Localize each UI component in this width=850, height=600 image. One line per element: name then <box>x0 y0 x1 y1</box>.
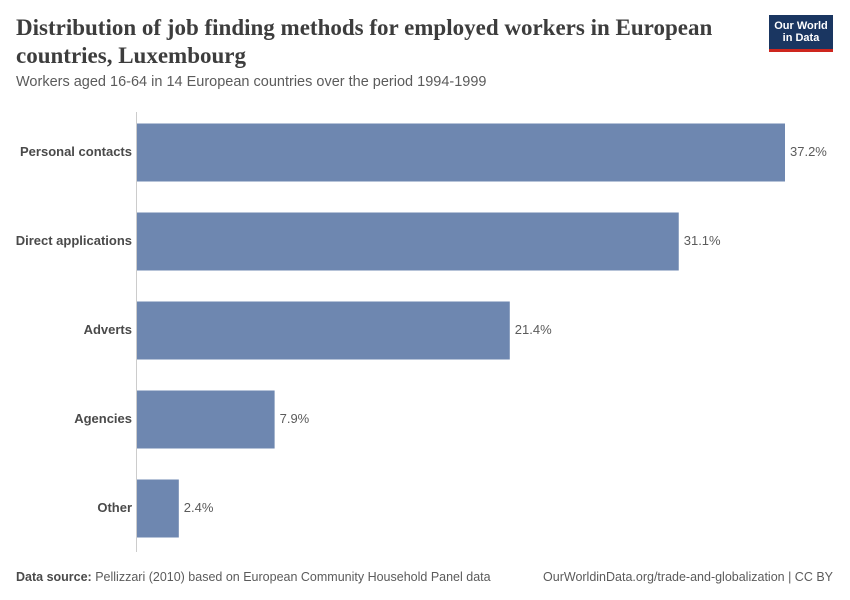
logo[interactable]: Our World in Data <box>769 15 833 52</box>
value-label: 2.4% <box>184 500 214 515</box>
chart-title: Distribution of job finding methods for … <box>16 15 713 68</box>
y-tick-label: Personal contacts <box>20 144 132 159</box>
bar <box>137 301 510 360</box>
source-text: Pellizzari (2010) based on European Comm… <box>95 570 491 584</box>
value-label: 7.9% <box>280 411 310 426</box>
value-label: 37.2% <box>790 144 827 159</box>
y-tick-label: Agencies <box>74 411 132 426</box>
footer-url[interactable]: OurWorldinData.org/trade-and-globalizati… <box>543 570 833 584</box>
y-tick-label: Other <box>97 500 132 515</box>
source: Data source: Pellizzari (2010) based on … <box>16 570 491 584</box>
logo-line: Our World <box>774 20 828 32</box>
bar <box>137 390 275 449</box>
y-tick-label: Adverts <box>84 322 132 337</box>
logo-line: in Data <box>782 32 820 44</box>
bar <box>137 212 679 271</box>
source-label: Data source: <box>16 570 92 584</box>
bar <box>137 123 785 182</box>
bar <box>137 479 179 538</box>
chart-subtitle: Workers aged 16-64 in 14 European countr… <box>16 74 487 90</box>
value-label: 21.4% <box>515 322 552 337</box>
y-tick-label: Direct applications <box>16 233 132 248</box>
value-label: 31.1% <box>684 233 721 248</box>
